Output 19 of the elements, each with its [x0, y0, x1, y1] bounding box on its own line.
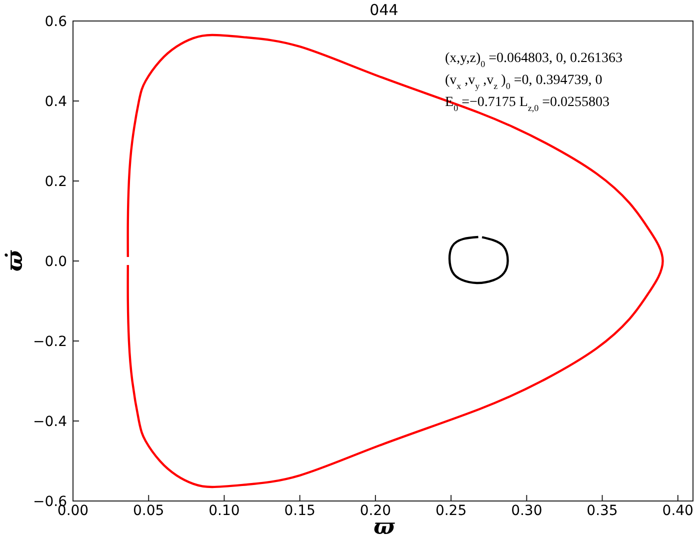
y-tick-label: 0.0 [44, 254, 67, 270]
y-tick-label: −0.4 [33, 414, 68, 430]
x-tick-label: 0.25 [435, 502, 467, 519]
line-series [448, 236, 509, 284]
x-tick-label: 0.40 [662, 502, 694, 519]
x-tick-label: 0.35 [586, 502, 618, 519]
y-tick-label: −0.2 [33, 334, 67, 350]
line-series [126, 34, 664, 488]
x-tick-label: 0.15 [284, 502, 316, 519]
chart-title: 044 [370, 1, 398, 19]
y-tick-label: 0.2 [44, 174, 67, 190]
y-tick-label: 0.6 [44, 14, 68, 30]
x-tick-label: 0.05 [133, 502, 164, 519]
y-tick-label: 0.4 [44, 94, 68, 110]
x-tick-label: 0.10 [208, 502, 240, 519]
y-axis-title: ϖ̇ [2, 249, 28, 272]
x-tick-label: 0.30 [511, 502, 542, 519]
text: (v$_{x}$,v$_{y}$,v$_{z}$)$_{0}$ =0, 0.394739, 0 [445, 73, 602, 91]
annotation: (x,y,z)$_{0}$ =0.064803, 0, 0.261363 [445, 51, 623, 69]
